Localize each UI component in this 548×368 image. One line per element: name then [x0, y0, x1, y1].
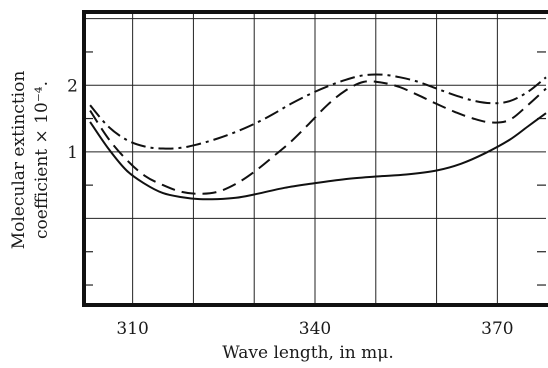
x-axis-label: Wave length, in mμ.	[222, 343, 393, 363]
grid-lines	[84, 12, 546, 305]
y-axis-label-line-1: Molecular extinction	[9, 71, 29, 250]
series-line-dashdot	[89, 73, 547, 150]
y-tick-label: 2	[67, 76, 78, 96]
data-series	[89, 73, 547, 201]
y-axis-label: Molecular extinction coefficient × 10⁻⁴.	[9, 71, 52, 250]
series-line-solid	[89, 112, 547, 201]
tick-labels: 310 340 370 1 2	[67, 76, 513, 339]
y-tick-label: 1	[67, 143, 78, 163]
plot-frame	[82, 10, 548, 307]
x-tick-label: 370	[481, 319, 513, 339]
series-line-dashed	[89, 80, 547, 195]
x-tick-label: 310	[116, 319, 148, 339]
x-tick-label: 340	[299, 319, 331, 339]
y-axis-label-line-2: coefficient × 10⁻⁴.	[32, 81, 52, 239]
